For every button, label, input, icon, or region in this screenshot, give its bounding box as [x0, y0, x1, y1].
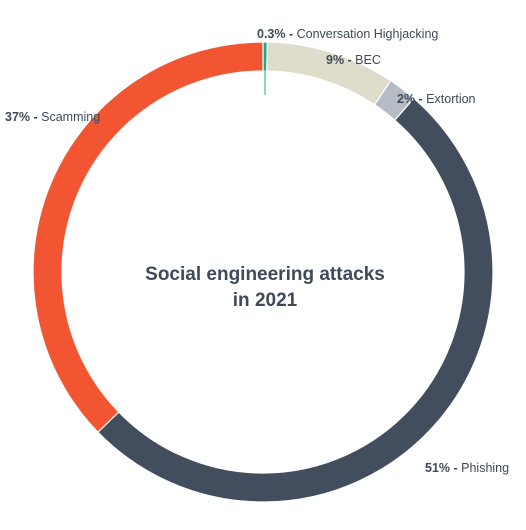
slice-label-conversation-highjacking: 0.3% - Conversation Highjacking — [257, 27, 438, 41]
slice-label-bec: 9% - BEC — [326, 53, 381, 67]
slice-percent-bec: 9% - — [326, 53, 352, 67]
slice-name-extortion: Extortion — [423, 92, 476, 106]
slice-labels: 0.3% - Conversation Highjacking 9% - BEC 2… — [5, 27, 509, 475]
slice-phishing — [97, 97, 494, 503]
slice-name-conversation-highjacking: Conversation Highjacking — [293, 27, 438, 41]
slice-label-extortion: 2% - Extortion — [397, 92, 476, 106]
slice-bec — [266, 41, 392, 106]
chart-title-line-1: Social engineering attacks — [145, 264, 385, 285]
slice-percent-conversation-highjacking: 0.3% - — [257, 27, 293, 41]
slice-percent-phishing: 51% - — [425, 461, 458, 475]
slice-scamming — [32, 41, 264, 434]
chart-title-line-2: in 2021 — [233, 290, 298, 311]
slice-name-scamming: Scamming — [38, 110, 101, 124]
slice-percent-scamming: 37% - — [5, 110, 38, 124]
slice-percent-extortion: 2% - — [397, 92, 423, 106]
slice-label-phishing: 51% - Phishing — [425, 461, 509, 475]
slice-name-bec: BEC — [352, 53, 381, 67]
slice-label-scamming: 37% - Scamming — [5, 110, 100, 124]
slice-name-phishing: Phishing — [458, 461, 509, 475]
donut-slices — [32, 41, 494, 503]
